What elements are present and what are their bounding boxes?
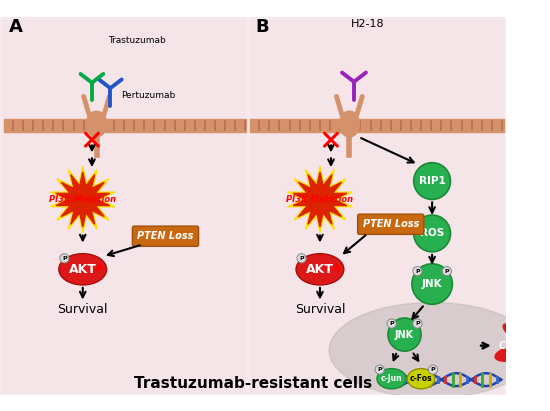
Text: P: P [299, 256, 304, 261]
Circle shape [412, 264, 452, 304]
Text: B: B [256, 18, 269, 36]
Text: A: A [9, 18, 23, 36]
Circle shape [297, 254, 306, 263]
Circle shape [414, 163, 450, 199]
Text: Trastuzumab: Trastuzumab [108, 36, 166, 45]
Bar [4, 120, 246, 132]
Text: PTEN Loss: PTEN Loss [138, 231, 194, 241]
Ellipse shape [329, 302, 535, 398]
Circle shape [414, 215, 450, 252]
Text: JNK: JNK [422, 279, 442, 289]
Ellipse shape [377, 369, 406, 389]
Polygon shape [288, 166, 352, 233]
Circle shape [388, 318, 421, 351]
Circle shape [428, 365, 438, 374]
Text: P: P [389, 321, 394, 326]
Text: P: P [444, 269, 449, 274]
Polygon shape [293, 172, 347, 227]
Text: P: P [415, 321, 420, 326]
Text: JNK: JNK [395, 330, 414, 339]
Text: ROS: ROS [420, 229, 444, 238]
Polygon shape [56, 172, 109, 227]
Text: P: P [377, 367, 382, 372]
Text: P: P [431, 367, 436, 372]
Circle shape [387, 319, 396, 328]
Ellipse shape [339, 111, 360, 137]
Text: P: P [62, 256, 67, 261]
FancyBboxPatch shape [358, 214, 424, 234]
Text: Pertuzumab: Pertuzumab [122, 91, 175, 100]
Text: c-Fos: c-Fos [410, 374, 432, 383]
Ellipse shape [296, 254, 344, 285]
Text: PI3K Mutation: PI3K Mutation [287, 195, 354, 204]
Circle shape [413, 319, 422, 328]
Circle shape [60, 254, 69, 263]
Text: Survival: Survival [58, 303, 108, 316]
Text: Survival: Survival [295, 303, 345, 316]
Text: AKT: AKT [69, 263, 97, 276]
Text: Trastuzumab-resistant cells: Trastuzumab-resistant cells [134, 376, 372, 391]
Polygon shape [51, 166, 115, 233]
FancyBboxPatch shape [133, 226, 199, 246]
Polygon shape [495, 315, 550, 369]
Bar [2, 19, 246, 393]
Text: Cell death: Cell death [499, 341, 550, 351]
Text: PI3K Mutation: PI3K Mutation [49, 195, 116, 204]
Text: RIP1: RIP1 [419, 176, 446, 186]
Text: H2-18: H2-18 [351, 18, 384, 29]
Bar [250, 120, 504, 132]
Text: P: P [415, 269, 420, 274]
Text: AKT: AKT [306, 263, 334, 276]
Bar [250, 19, 504, 393]
Ellipse shape [59, 254, 107, 285]
Ellipse shape [408, 369, 435, 389]
Circle shape [375, 365, 384, 374]
Text: c-Jun: c-Jun [381, 374, 403, 383]
Circle shape [413, 267, 422, 276]
Circle shape [442, 267, 452, 276]
Ellipse shape [86, 111, 107, 137]
Text: PTEN Loss: PTEN Loss [362, 219, 419, 229]
